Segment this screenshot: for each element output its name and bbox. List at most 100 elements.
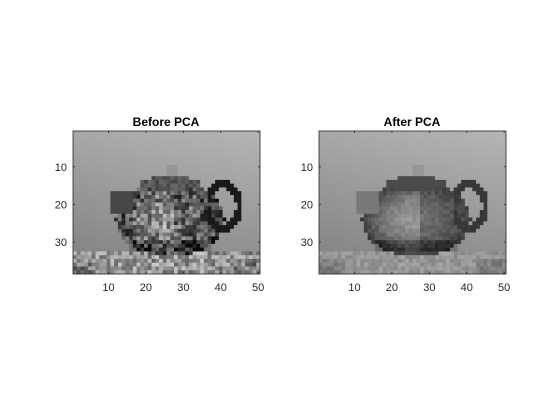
heatmap-cell: [322, 243, 327, 248]
heatmap-cell: [192, 157, 197, 162]
heatmap-cell: [188, 225, 193, 230]
heatmap-cell: [405, 164, 410, 169]
heatmap-cell: [487, 262, 492, 267]
heatmap-cell: [110, 210, 115, 215]
heatmap-cell: [487, 149, 492, 154]
heatmap-cell: [222, 161, 227, 166]
heatmap-cell: [330, 134, 335, 139]
heatmap-cell: [423, 255, 428, 260]
heatmap-cell: [386, 134, 391, 139]
heatmap-cell: [110, 176, 115, 181]
heatmap-cell: [326, 164, 331, 169]
heatmap-cell: [230, 255, 235, 260]
heatmap-cell: [491, 161, 496, 166]
heatmap-cell: [211, 183, 216, 188]
heatmap-cell: [80, 164, 85, 169]
heatmap-cell: [461, 236, 466, 241]
heatmap-cell: [245, 194, 250, 200]
heatmap-cell: [95, 194, 100, 200]
heatmap-cell: [453, 225, 458, 230]
heatmap-cell: [438, 164, 443, 169]
heatmap-cell: [91, 172, 96, 177]
heatmap-cell: [125, 168, 130, 173]
heatmap-cell: [416, 202, 421, 207]
heatmap-cell: [106, 240, 111, 245]
heatmap-cell: [352, 157, 357, 162]
heatmap-cell: [233, 131, 238, 136]
heatmap-cell: [431, 168, 436, 173]
y-tick-label: 10: [301, 162, 313, 174]
heatmap-cell: [464, 153, 469, 158]
heatmap-cell: [87, 202, 92, 207]
heatmap-cell: [218, 131, 223, 136]
heatmap-cell: [181, 232, 186, 237]
heatmap-cell: [140, 213, 145, 218]
heatmap-cell: [162, 270, 167, 275]
heatmap-cell: [479, 153, 484, 158]
heatmap-cell: [95, 198, 100, 203]
heatmap-cell: [218, 206, 223, 211]
heatmap-cell: [147, 134, 152, 139]
heatmap-cell: [166, 270, 171, 275]
heatmap-cell: [211, 168, 216, 173]
heatmap-cell: [151, 179, 156, 184]
heatmap-cell: [386, 240, 391, 245]
heatmap-cell: [192, 210, 197, 215]
heatmap-cell: [352, 191, 357, 196]
heatmap-cell: [140, 187, 145, 192]
heatmap-cell: [99, 243, 104, 248]
heatmap-cell: [110, 206, 115, 211]
heatmap-cell: [423, 172, 428, 177]
heatmap-cell: [457, 258, 462, 264]
heatmap-cell: [322, 183, 327, 188]
heatmap-cell: [226, 157, 231, 162]
heatmap-cell: [330, 270, 335, 275]
heatmap-cell: [446, 266, 451, 271]
heatmap-cell: [188, 149, 193, 154]
heatmap-cell: [345, 258, 350, 264]
heatmap-cell: [326, 210, 331, 215]
heatmap-cell: [136, 262, 141, 267]
heatmap-cell: [170, 168, 175, 173]
heatmap-cell: [121, 213, 126, 218]
heatmap-cell: [419, 198, 425, 203]
heatmap-cell: [412, 225, 417, 230]
heatmap-cell: [419, 258, 425, 264]
heatmap-cell: [333, 176, 338, 181]
heatmap-cell: [248, 172, 253, 177]
heatmap-cell: [483, 131, 488, 136]
heatmap-cell: [114, 240, 119, 245]
heatmap-cell: [151, 262, 156, 267]
heatmap-cell: [341, 217, 346, 222]
heatmap-cell: [233, 142, 238, 147]
heatmap-cell: [230, 131, 235, 136]
heatmap-cell: [114, 168, 119, 173]
heatmap-cell: [476, 164, 481, 169]
heatmap-cell: [177, 153, 182, 158]
heatmap-cell: [468, 191, 473, 196]
heatmap-cell: [185, 251, 190, 256]
heatmap-cell: [498, 161, 503, 166]
heatmap-cell: [337, 217, 342, 222]
heatmap-cell: [84, 168, 89, 173]
heatmap-cell: [132, 179, 137, 184]
heatmap-cell: [207, 153, 212, 158]
heatmap-cell: [483, 134, 488, 139]
heatmap-cell: [416, 146, 421, 151]
heatmap-cell: [233, 168, 238, 173]
heatmap-cell: [215, 266, 220, 271]
heatmap-cell: [453, 202, 458, 207]
heatmap-cell: [442, 210, 447, 215]
heatmap-cell: [151, 266, 156, 271]
heatmap-cell: [479, 176, 484, 181]
heatmap-cell: [245, 142, 250, 147]
heatmap-cell: [233, 262, 238, 267]
heatmap-cell: [442, 149, 447, 154]
heatmap-cell: [170, 255, 175, 260]
heatmap-cell: [337, 153, 342, 158]
heatmap-cell: [203, 217, 208, 222]
heatmap-cell: [248, 179, 253, 184]
heatmap-cell: [371, 191, 376, 196]
heatmap-cell: [188, 161, 193, 166]
heatmap-cell: [84, 172, 89, 177]
